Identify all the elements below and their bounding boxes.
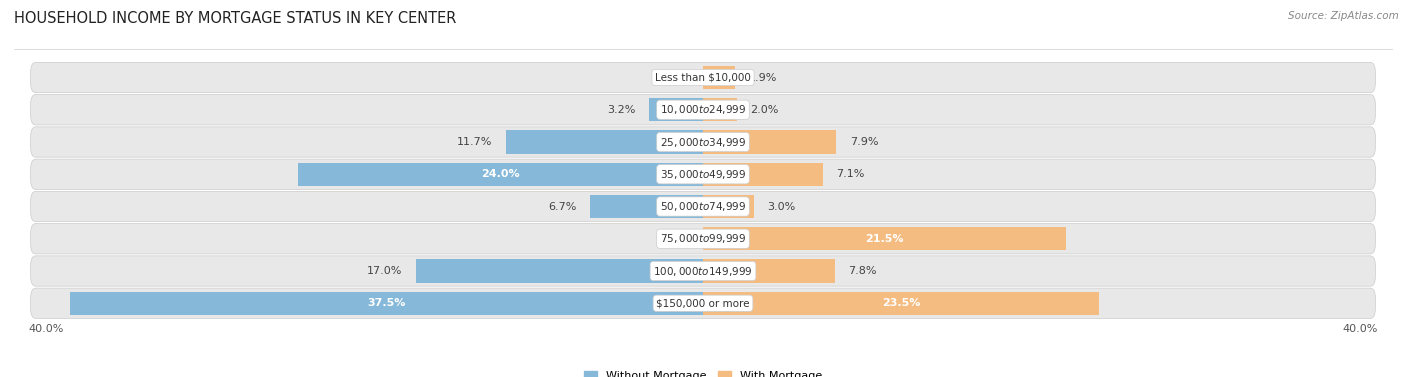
Text: 24.0%: 24.0% — [481, 169, 520, 179]
Text: Less than $10,000: Less than $10,000 — [655, 72, 751, 83]
Text: 40.0%: 40.0% — [28, 324, 63, 334]
Bar — [703, 259, 835, 283]
Text: 21.5%: 21.5% — [865, 234, 904, 244]
Text: $100,000 to $149,999: $100,000 to $149,999 — [654, 265, 752, 277]
Text: 2.0%: 2.0% — [751, 105, 779, 115]
Text: 23.5%: 23.5% — [882, 298, 921, 308]
Text: 40.0%: 40.0% — [1343, 324, 1378, 334]
Text: 11.7%: 11.7% — [457, 137, 492, 147]
Text: $10,000 to $24,999: $10,000 to $24,999 — [659, 103, 747, 116]
Bar — [591, 195, 703, 218]
Text: $50,000 to $74,999: $50,000 to $74,999 — [659, 200, 747, 213]
Bar — [650, 98, 703, 121]
Bar — [703, 227, 1066, 250]
Bar — [298, 162, 703, 186]
Text: $75,000 to $99,999: $75,000 to $99,999 — [659, 232, 747, 245]
Text: 7.1%: 7.1% — [837, 169, 865, 179]
Text: $25,000 to $34,999: $25,000 to $34,999 — [659, 135, 747, 149]
Bar — [416, 259, 703, 283]
Bar — [703, 130, 837, 153]
Text: 0.0%: 0.0% — [661, 72, 689, 83]
Legend: Without Mortgage, With Mortgage: Without Mortgage, With Mortgage — [579, 366, 827, 377]
FancyBboxPatch shape — [31, 256, 1375, 286]
FancyBboxPatch shape — [31, 62, 1375, 93]
Text: Source: ZipAtlas.com: Source: ZipAtlas.com — [1288, 11, 1399, 21]
Bar — [506, 130, 703, 153]
Bar — [70, 292, 703, 315]
FancyBboxPatch shape — [31, 224, 1375, 254]
Bar — [703, 66, 735, 89]
Text: 0.0%: 0.0% — [661, 234, 689, 244]
Text: 3.2%: 3.2% — [607, 105, 636, 115]
Text: 6.7%: 6.7% — [548, 202, 576, 211]
FancyBboxPatch shape — [31, 95, 1375, 125]
Bar — [703, 98, 737, 121]
Text: 1.9%: 1.9% — [748, 72, 778, 83]
Text: $35,000 to $49,999: $35,000 to $49,999 — [659, 168, 747, 181]
Bar — [703, 195, 754, 218]
Text: 7.8%: 7.8% — [848, 266, 876, 276]
FancyBboxPatch shape — [31, 288, 1375, 319]
Text: HOUSEHOLD INCOME BY MORTGAGE STATUS IN KEY CENTER: HOUSEHOLD INCOME BY MORTGAGE STATUS IN K… — [14, 11, 457, 26]
Text: $150,000 or more: $150,000 or more — [657, 298, 749, 308]
Bar — [703, 162, 823, 186]
FancyBboxPatch shape — [31, 159, 1375, 189]
Text: 7.9%: 7.9% — [849, 137, 879, 147]
FancyBboxPatch shape — [31, 192, 1375, 222]
Text: 17.0%: 17.0% — [367, 266, 402, 276]
Bar — [703, 292, 1099, 315]
FancyBboxPatch shape — [31, 127, 1375, 157]
Text: 37.5%: 37.5% — [367, 298, 406, 308]
Text: 3.0%: 3.0% — [768, 202, 796, 211]
